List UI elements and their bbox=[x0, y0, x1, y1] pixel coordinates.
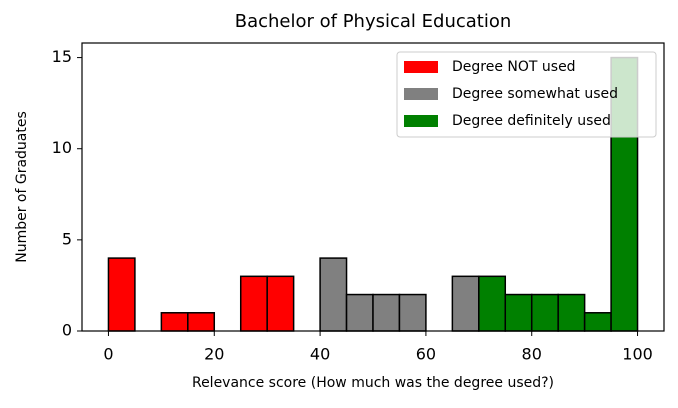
bar bbox=[266, 275, 295, 332]
legend-swatch bbox=[404, 88, 438, 100]
y-tick-label: 5 bbox=[62, 229, 72, 248]
bar bbox=[187, 312, 216, 332]
legend-swatch bbox=[404, 115, 438, 127]
x-tick-label: 60 bbox=[416, 345, 436, 364]
legend-label: Degree NOT used bbox=[452, 59, 576, 75]
bar bbox=[239, 275, 268, 332]
bar bbox=[398, 293, 427, 332]
legend-swatch bbox=[404, 61, 438, 73]
bar bbox=[451, 275, 480, 332]
bar bbox=[372, 293, 401, 332]
x-tick-label: 80 bbox=[522, 345, 542, 364]
x-tick-label: 100 bbox=[622, 345, 653, 364]
chart-title: Bachelor of Physical Education bbox=[235, 11, 512, 32]
bar bbox=[107, 257, 136, 332]
y-tick-label: 0 bbox=[62, 321, 72, 340]
bar bbox=[345, 293, 374, 332]
x-tick-label: 20 bbox=[204, 345, 224, 364]
y-tick-label: 15 bbox=[52, 47, 72, 66]
bar bbox=[530, 293, 559, 332]
bar bbox=[160, 312, 189, 332]
legend-box bbox=[396, 51, 657, 138]
bar bbox=[557, 293, 586, 332]
plot-frame bbox=[81, 42, 665, 332]
x-tick-label: 0 bbox=[103, 345, 113, 364]
bar bbox=[583, 312, 612, 332]
bar bbox=[319, 257, 348, 332]
x-tick-label: 40 bbox=[310, 345, 330, 364]
bar bbox=[504, 293, 533, 332]
y-tick-label: 10 bbox=[52, 138, 72, 157]
x-axis-label: Relevance score (How much was the degree… bbox=[192, 375, 554, 391]
legend-label: Degree somewhat used bbox=[452, 86, 618, 102]
y-axis-label: Number of Graduates bbox=[14, 111, 30, 263]
legend-label: Degree definitely used bbox=[452, 113, 611, 129]
bar bbox=[478, 275, 507, 332]
